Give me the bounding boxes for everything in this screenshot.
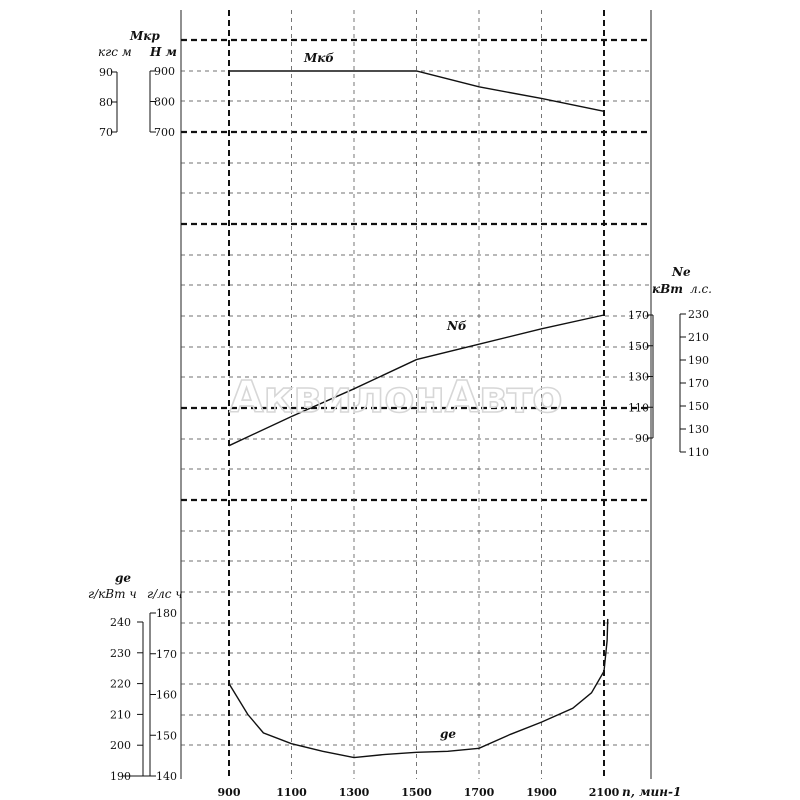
torque-unit-kgsm: кгс м [98,45,132,59]
power-hp-scale-tick-label: 230 [688,308,709,321]
power-kw-scale-tick-label: 90 [635,432,649,445]
fuel-series-label: gе [440,727,456,741]
power-series-label: Nб [446,319,467,333]
x-tick-label-1500: 1500 [401,786,432,799]
power-series-line [228,314,605,447]
power-hp-scale-tick-label: 210 [688,331,709,344]
series-lines [228,70,609,759]
power-kw-scale-tick-label: 150 [628,340,649,353]
fuel-ghph-scale-tick-label: 170 [156,648,177,661]
x-tick-label-1700: 1700 [464,786,495,799]
fuel-ghph-scale-tick-label: 160 [156,689,177,702]
x-tick-label-1300: 1300 [339,786,370,799]
power-hp-scale-tick-label: 130 [688,423,709,436]
torque-series-line [229,70,605,112]
fuel-ghph-scale-tick-label: 140 [156,770,177,783]
torque-nm-scale-tick-label: 700 [154,126,175,139]
torque-symbol: Mкр [129,29,160,43]
torque-series-label: Mкб [303,51,334,65]
torque-kgsm-scale-tick-label: 90 [99,66,113,79]
fuel-gkwh-scale-tick-label: 240 [110,616,131,629]
fuel-gkwh-scale-tick-label: 230 [110,647,131,660]
fuel-gkwh-scale-tick-label: 200 [110,739,131,752]
x-tick-label-1900: 1900 [526,786,557,799]
power-kw-scale-tick-label: 110 [628,401,649,414]
torque-kgsm-scale-tick-label: 70 [99,126,113,139]
power-hp-scale-tick-label: 170 [688,377,709,390]
power-hp-scale-tick-label: 150 [688,400,709,413]
power-unit-hp: л.с. [690,282,712,296]
fuel-symbol: gе [115,571,131,585]
power-kw-scale-tick-label: 170 [628,309,649,322]
grid [180,10,652,779]
power-hp-scale-tick-label: 110 [688,446,709,459]
x-tick-label-2100: 2100 [589,786,620,799]
torque-kgsm-scale-tick-label: 80 [99,96,113,109]
power-hp-scale-tick-label: 190 [688,354,709,367]
fuel-unit-gkwh: г/кВт ч [88,587,137,601]
power-unit-kw: кВт [652,282,683,296]
fuel-series-line [228,618,609,759]
watermark-text: АквилонАвто [229,372,562,423]
x-tick-label-900: 900 [218,786,241,799]
axes [111,70,686,777]
power-kw-scale-tick-label: 130 [628,371,649,384]
fuel-gkwh-scale-tick-label: 210 [110,708,131,721]
torque-nm-scale-tick-label: 900 [154,65,175,78]
x-tick-label-1100: 1100 [276,786,307,799]
x-axis-label: n, мин-1 [622,785,681,799]
fuel-ghph-scale-tick-label: 150 [156,729,177,742]
torque-unit-nm: Н м [149,45,177,59]
labels: 900 1100 1300 1500 1700 1900 2100 n, мин-1 90 80 7… [88,29,712,799]
power-symbol: Nе [671,265,691,279]
fuel-gkwh-scale-tick-label: 190 [110,770,131,783]
fuel-ghph-scale-tick-label: 180 [156,607,177,620]
torque-nm-scale-tick-label: 800 [154,96,175,109]
fuel-unit-ghph: г/лс ч [147,587,183,601]
fuel-gkwh-scale-tick-label: 220 [110,678,131,691]
